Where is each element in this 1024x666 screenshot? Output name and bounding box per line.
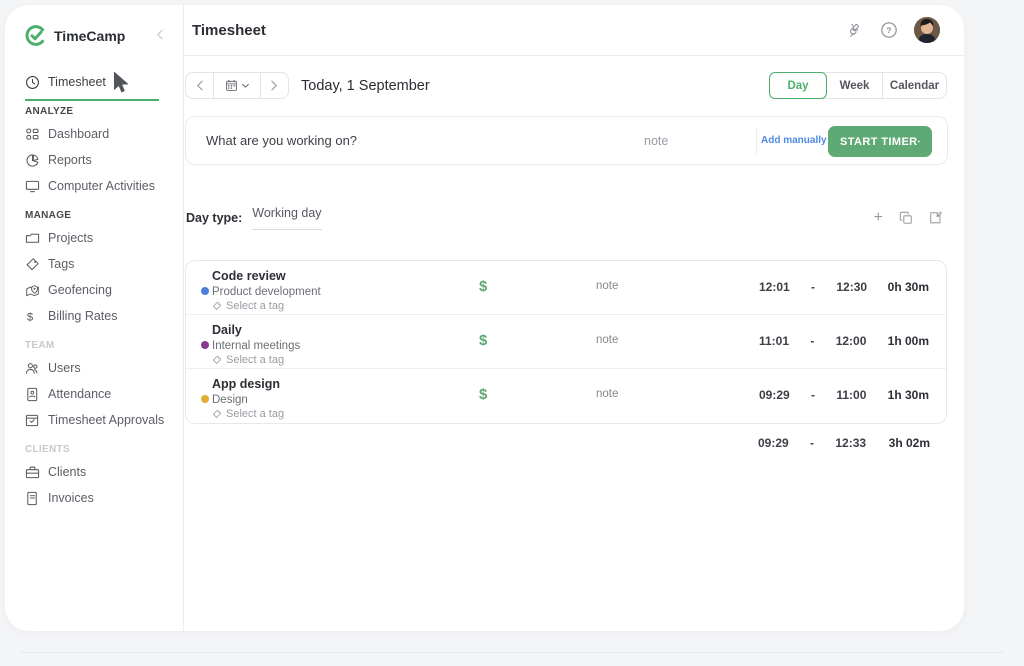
svg-text:$: $: [27, 311, 34, 323]
svg-text:?: ?: [886, 26, 891, 35]
